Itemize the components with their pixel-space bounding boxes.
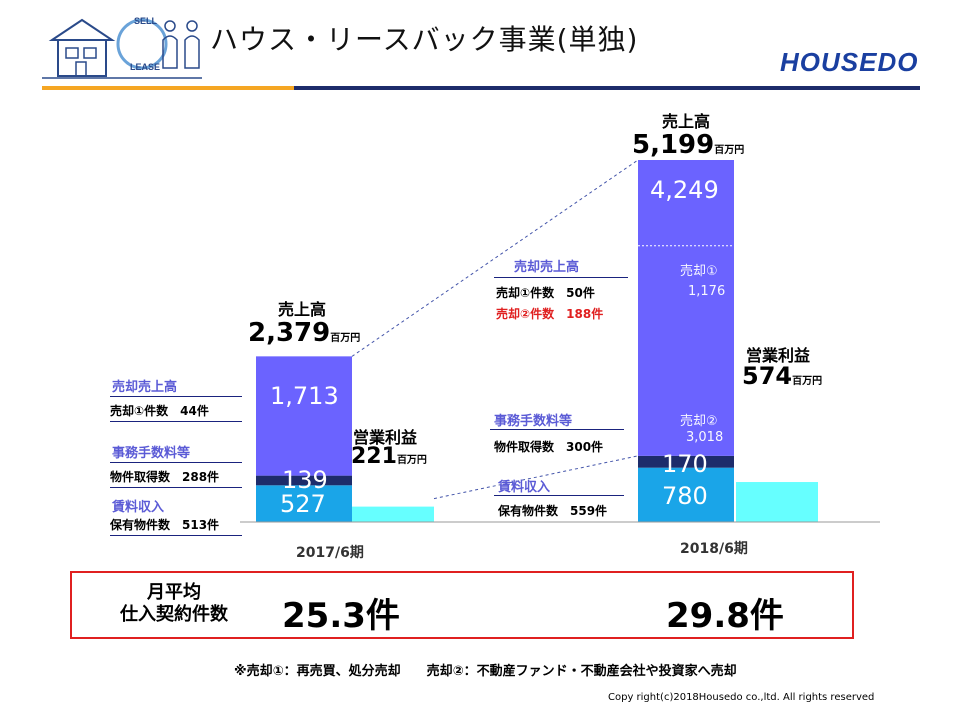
- copyright: Copy right(c)2018Housedo co.,ltd. All ri…: [608, 692, 875, 703]
- footnote: ※売却①：再売買、処分売却 売却②：不動産ファンド・不動産会社や投資家へ売却: [234, 664, 737, 679]
- total-revenue-unit-2017: 百万円: [330, 333, 361, 344]
- monthly-contracts-2017: 25.3件: [282, 596, 400, 636]
- sale1-value-2018: 1,176: [688, 284, 726, 299]
- left-rental-category: 賃料収入: [112, 500, 165, 515]
- left-fees-category: 事務手数料等: [112, 446, 191, 461]
- left-panel-rule-mid: [110, 462, 242, 463]
- sale2-value-2018: 3,018: [686, 430, 724, 445]
- logo-lease-text: LEASE: [130, 62, 160, 72]
- bar-operating-profit-2017: [352, 506, 434, 522]
- total-revenue-value-2018: 5,199: [632, 130, 715, 160]
- bar-rental-2017: [256, 485, 352, 522]
- total-revenue-label-2017: 売上高: [278, 300, 327, 319]
- operating-profit-2018: 574百万円: [742, 362, 822, 390]
- operating-profit-label-2017: 営業利益: [353, 428, 418, 447]
- logo-illustration: SELL LEASE: [42, 6, 202, 88]
- total-revenue-2017: 2,379百万円: [248, 318, 360, 348]
- logo-sell-text: SELL: [134, 16, 158, 26]
- right-sales-row2: 売却②件数 188件: [496, 307, 604, 321]
- revenue-chart: [240, 159, 880, 523]
- right-panel-rule-bot: [494, 495, 624, 496]
- monthly-contracts-2018: 29.8件: [666, 596, 784, 636]
- total-revenue-label-2018: 売上高: [662, 112, 711, 131]
- bar-fees-2017: [256, 475, 352, 486]
- operating-profit-2017: 221百万円: [351, 444, 427, 469]
- left-sales-row: 売却①件数 44件: [110, 402, 242, 422]
- bar-fees-2018: [638, 455, 734, 468]
- segment-value-sales-2017: 1,713: [270, 382, 339, 410]
- operating-profit-unit-2017: 百万円: [396, 455, 427, 466]
- category-label-2017: 2017/6期: [296, 545, 364, 561]
- right-sales-row1: 売却①件数 50件: [496, 286, 595, 300]
- sale1-name-2018: 売却①: [680, 264, 718, 279]
- segment-value-fees-2018: 170: [662, 450, 708, 478]
- operating-profit-value-2017: 221: [351, 444, 397, 469]
- left-panel-rule-top: [110, 396, 242, 397]
- operating-profit-label-2018: 営業利益: [746, 346, 811, 365]
- total-revenue-value-2017: 2,379: [248, 318, 331, 348]
- monthly-contracts-label-line1: 月平均: [147, 582, 201, 603]
- page-title: ハウス・リースバック事業(単独): [210, 23, 639, 56]
- segment-value-fees-2017: 139: [282, 466, 328, 494]
- monthly-contracts-label: 月平均 仕入契約件数: [104, 582, 244, 626]
- total-revenue-unit-2018: 百万円: [714, 145, 745, 156]
- segment-value-sales-2018: 4,249: [650, 176, 719, 204]
- bar-rental-2018: [638, 467, 734, 522]
- right-rental-category: 賃料収入: [498, 480, 551, 495]
- right-rental-row: 保有物件数 559件: [498, 504, 608, 518]
- bar-operating-profit-2018: [736, 482, 818, 522]
- segment-value-rental-2018: 780: [662, 482, 708, 510]
- operating-profit-unit-2018: 百万円: [792, 376, 823, 387]
- profit-growth-line: [433, 455, 639, 500]
- left-fees-row: 物件取得数 288件: [110, 468, 242, 488]
- left-sales-category: 売却売上高: [112, 380, 178, 395]
- monthly-contracts-label-line2: 仕入契約件数: [120, 604, 228, 625]
- revenue-growth-line: [351, 159, 639, 357]
- right-panel-rule-top: [494, 277, 628, 278]
- category-label-2018: 2018/6期: [680, 541, 748, 557]
- total-revenue-2018: 5,199百万円: [632, 130, 744, 160]
- header-rule-navy: [294, 86, 920, 90]
- operating-profit-value-2018: 574: [742, 362, 793, 390]
- segment-value-rental-2017: 527: [280, 490, 326, 518]
- sale2-name-2018: 売却②: [680, 414, 718, 429]
- bar-sales-2017: [256, 356, 352, 476]
- header-rule-orange: [42, 86, 294, 90]
- monthly-contracts-box: [70, 571, 854, 639]
- right-fees-row: 物件取得数 300件: [494, 440, 604, 454]
- housedo-logo: HOUSEDO: [780, 47, 919, 77]
- right-fees-category: 事務手数料等: [494, 414, 573, 429]
- bar-sales-2018: [638, 160, 734, 456]
- right-panel-rule-mid: [490, 429, 624, 430]
- right-sales-category: 売却売上高: [514, 260, 580, 275]
- left-rental-row: 保有物件数 513件: [110, 516, 242, 536]
